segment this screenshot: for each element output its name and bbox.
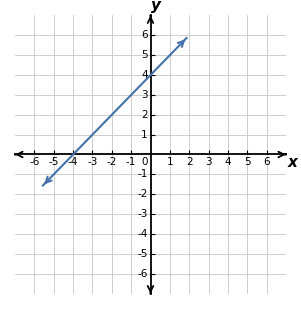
Text: -1: -1 (137, 169, 147, 179)
Text: -4: -4 (137, 229, 147, 239)
Text: -3: -3 (87, 158, 98, 167)
Text: -1: -1 (126, 158, 136, 167)
Text: -2: -2 (137, 189, 147, 199)
Text: 2: 2 (141, 110, 147, 120)
Text: -5: -5 (137, 249, 147, 259)
Text: 1: 1 (141, 130, 147, 140)
Text: -5: -5 (48, 158, 59, 167)
Text: 0: 0 (141, 158, 147, 167)
Text: x: x (288, 155, 298, 170)
Text: -6: -6 (29, 158, 40, 167)
Text: 2: 2 (186, 158, 193, 167)
Text: 6: 6 (263, 158, 270, 167)
Text: 1: 1 (166, 158, 173, 167)
Text: 4: 4 (225, 158, 231, 167)
Text: -4: -4 (68, 158, 78, 167)
Text: 4: 4 (141, 70, 147, 80)
Text: 5: 5 (141, 50, 147, 60)
Text: 3: 3 (205, 158, 212, 167)
Text: -2: -2 (107, 158, 117, 167)
Text: -6: -6 (137, 269, 147, 279)
Text: -3: -3 (137, 209, 147, 219)
Text: 3: 3 (141, 90, 147, 100)
Text: y: y (151, 0, 161, 14)
Text: 5: 5 (244, 158, 250, 167)
Text: 6: 6 (141, 30, 147, 40)
